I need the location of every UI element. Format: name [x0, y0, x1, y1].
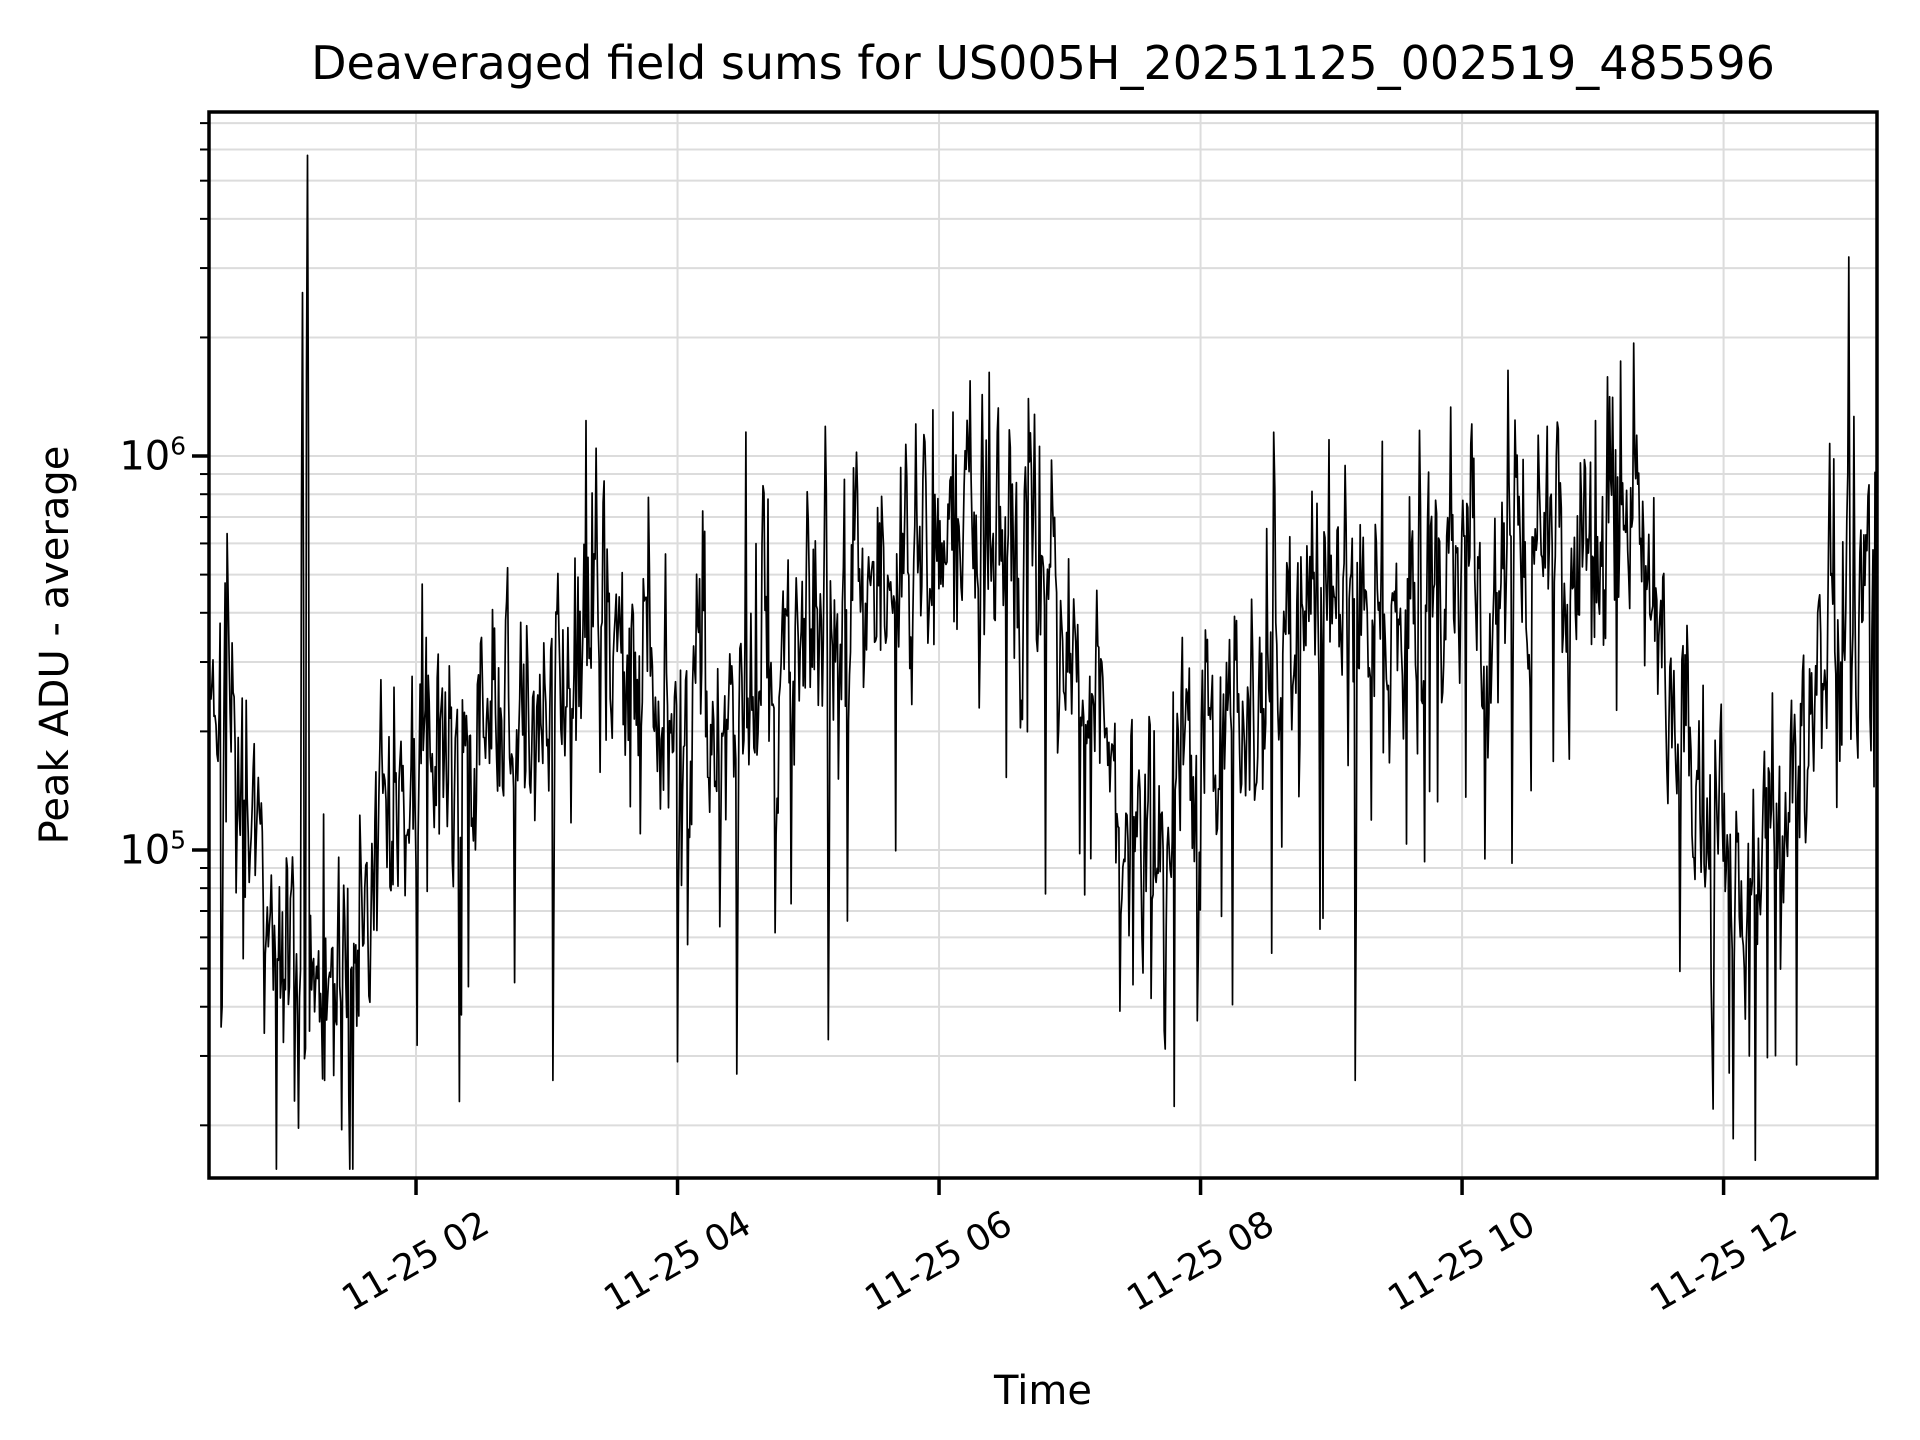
y-tick-label: 106 [119, 431, 186, 480]
series-line [208, 154, 1878, 1170]
y-tick-label: 105 [119, 825, 186, 874]
tick-marks [192, 122, 1726, 1195]
axes-spines [207, 110, 1879, 1180]
x-axis-label: Time [994, 1368, 1092, 1414]
chart-title: Deaveraged field sums for US005H_2025112… [311, 36, 1775, 90]
y-axis-label: Peak ADU - average [32, 445, 78, 845]
